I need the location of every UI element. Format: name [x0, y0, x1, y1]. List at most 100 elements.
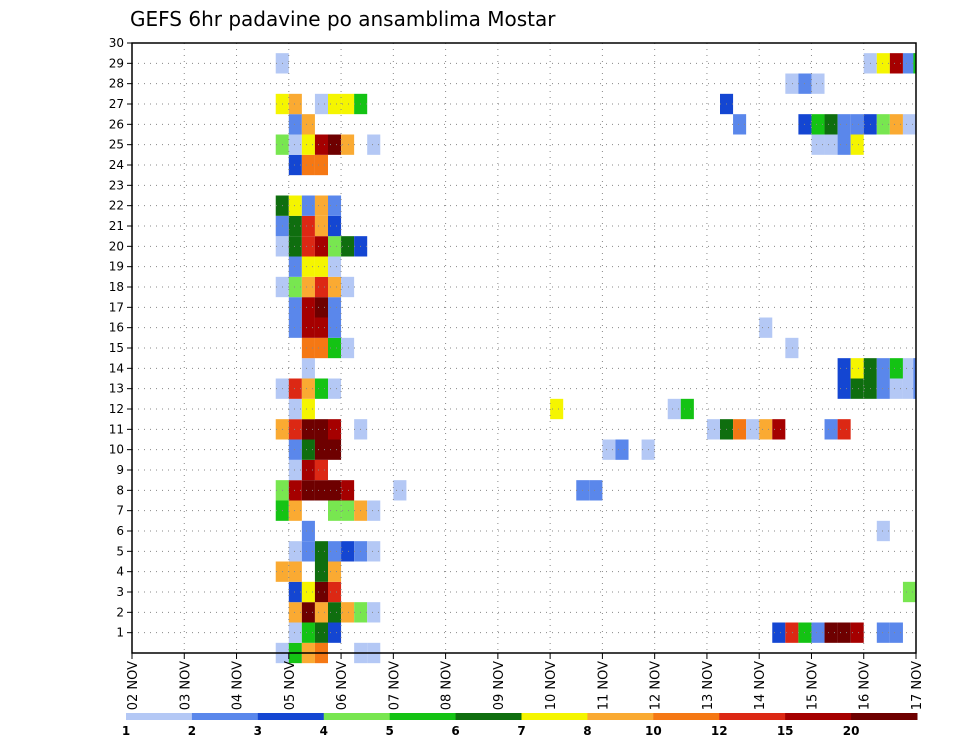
precip-cell: [328, 236, 342, 257]
y-tick-label: 11: [109, 422, 124, 436]
y-tick-label: 17: [109, 300, 124, 314]
y-tick-label: 30: [109, 36, 124, 50]
precip-cell: [288, 297, 302, 318]
precip-cell: [288, 195, 302, 216]
y-tick-label: 26: [109, 117, 124, 131]
precip-cell: [746, 419, 760, 440]
precip-cell: [550, 398, 564, 420]
precip-cell: [301, 622, 315, 643]
y-tick-label: 5: [116, 544, 124, 558]
legend-tick-label: 7: [517, 724, 525, 738]
y-tick-label: 25: [109, 138, 124, 152]
precip-cell: [341, 500, 355, 521]
precip-cell: [393, 480, 407, 501]
precip-cell: [733, 114, 747, 135]
precip-cell: [341, 134, 355, 155]
precip-cell: [288, 541, 302, 562]
legend-swatch: [653, 713, 720, 720]
precip-cell: [328, 500, 342, 521]
legend-swatch: [455, 713, 522, 720]
precip-cell: [785, 337, 799, 359]
precip-cell: [314, 134, 328, 155]
legend-tick-label: 5: [385, 724, 393, 738]
precip-cell: [328, 195, 342, 216]
precip-cell: [328, 541, 342, 562]
precip-cell: [314, 541, 328, 562]
precip-cell: [913, 358, 916, 379]
precip-cell: [328, 581, 342, 603]
x-tick-label: 09 NOV: [492, 661, 507, 710]
precip-cell: [314, 337, 328, 359]
precip-cell: [301, 439, 315, 460]
precip-cell: [824, 114, 838, 135]
y-tick-label: 23: [109, 178, 124, 192]
precip-cell: [301, 134, 315, 155]
precip-cell: [288, 93, 302, 115]
precip-cell: [314, 459, 328, 481]
precip-cell: [314, 297, 328, 318]
y-tick-label: 9: [116, 463, 124, 477]
y-tick-label: 20: [109, 239, 124, 253]
precip-cell: [301, 114, 315, 135]
x-tick-label: 08 NOV: [440, 661, 455, 710]
legend-tick-label: 15: [777, 724, 794, 738]
precip-cell: [850, 378, 864, 399]
precip-cell: [301, 236, 315, 257]
precip-cell: [301, 256, 315, 277]
precip-cells: [275, 53, 916, 664]
x-tick-label: 15 NOV: [805, 661, 820, 710]
precip-cell: [314, 154, 328, 176]
precip-cell: [301, 378, 315, 399]
precip-cell: [759, 419, 773, 440]
precip-cell: [889, 622, 903, 643]
legend-tick-label: 4: [320, 724, 328, 738]
precip-cell: [811, 134, 825, 155]
precip-cell: [288, 134, 302, 155]
precip-cell: [837, 419, 851, 440]
precip-cell: [328, 317, 342, 338]
legend-tick-label: 8: [583, 724, 591, 738]
legend-swatch: [389, 713, 457, 720]
precip-cell: [367, 541, 381, 562]
precip-cell: [288, 317, 302, 338]
legend-swatch: [323, 713, 391, 720]
legend-tick-label: 6: [451, 724, 459, 738]
precip-cell: [772, 622, 786, 643]
legend-swatch: [587, 713, 654, 720]
precip-cell: [902, 114, 916, 135]
precip-cell: [288, 480, 302, 501]
precip-cell: [288, 236, 302, 257]
precip-cell: [328, 378, 342, 399]
precip-cell: [288, 378, 302, 399]
precip-cell: [837, 622, 851, 643]
y-tick-label: 1: [116, 626, 124, 640]
y-tick-label: 18: [109, 280, 124, 294]
precip-cell: [328, 622, 342, 643]
y-tick-label: 16: [109, 321, 124, 335]
y-tick-label: 19: [109, 260, 124, 274]
y-tick-label: 28: [109, 77, 124, 91]
precip-cell: [824, 134, 838, 155]
precip-cell: [288, 114, 302, 135]
legend-swatch: [785, 713, 852, 720]
y-tick-label: 29: [109, 56, 124, 70]
precip-cell: [314, 561, 328, 582]
precip-cell: [341, 480, 355, 501]
precip-cell: [602, 439, 616, 460]
precip-cell: [913, 53, 916, 74]
x-tick-label: 17 NOV: [910, 661, 925, 710]
precip-cell: [288, 215, 302, 237]
y-tick-label: 27: [109, 97, 124, 111]
precip-cell: [328, 337, 342, 359]
precip-cell: [876, 520, 890, 542]
legend-tick-label: 20: [843, 724, 860, 738]
y-tick-label: 15: [109, 341, 124, 355]
y-tick-label: 6: [116, 524, 124, 538]
precip-cell: [314, 317, 328, 338]
precip-cell: [301, 602, 315, 623]
precip-cell: [341, 602, 355, 623]
y-tick-label: 24: [109, 158, 124, 172]
precip-cell: [288, 276, 302, 298]
precip-cell: [328, 134, 342, 155]
y-tick-label: 13: [109, 382, 124, 396]
